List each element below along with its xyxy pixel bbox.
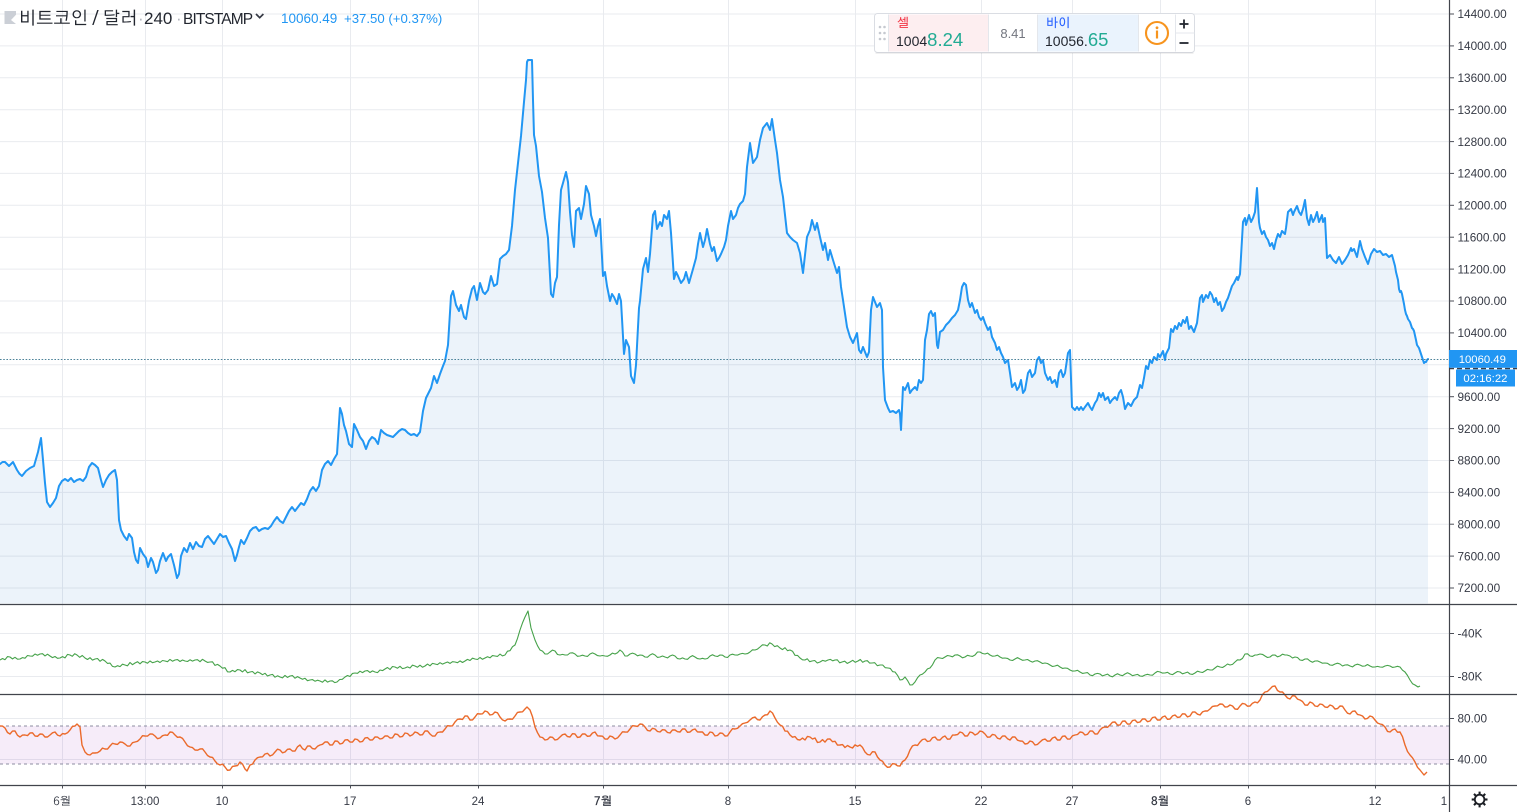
svg-text:22: 22 (975, 796, 988, 808)
svg-text:1: 1 (1441, 796, 1447, 808)
svg-text:02:16:22: 02:16:22 (1463, 373, 1507, 385)
svg-text:12400.00: 12400.00 (1458, 167, 1508, 181)
svg-text:9200.00: 9200.00 (1458, 422, 1501, 436)
svg-text:12: 12 (1369, 796, 1382, 808)
svg-text:7600.00: 7600.00 (1458, 549, 1501, 563)
svg-text:24: 24 (472, 796, 485, 808)
svg-text:9600.00: 9600.00 (1458, 390, 1501, 404)
svg-text:8800.00: 8800.00 (1458, 454, 1501, 468)
svg-text:13600.00: 13600.00 (1458, 71, 1508, 85)
svg-text:8400.00: 8400.00 (1458, 486, 1501, 500)
svg-text:10060.49: 10060.49 (1459, 354, 1506, 366)
svg-text:7200.00: 7200.00 (1458, 581, 1501, 595)
svg-text:-80K: -80K (1458, 670, 1483, 684)
svg-text:10800.00: 10800.00 (1458, 294, 1508, 308)
svg-text:12800.00: 12800.00 (1458, 135, 1508, 149)
svg-text:10400.00: 10400.00 (1458, 326, 1508, 340)
svg-text:12000.00: 12000.00 (1458, 199, 1508, 213)
svg-text:15: 15 (849, 796, 862, 808)
svg-text:8.41: 8.41 (1000, 26, 1025, 41)
svg-text:8000.00: 8000.00 (1458, 517, 1501, 531)
svg-text:8: 8 (725, 796, 731, 808)
svg-text:13:00: 13:00 (131, 796, 160, 808)
svg-text:14000.00: 14000.00 (1458, 39, 1508, 53)
svg-text:10060.49+37.50 (+0.37%): 10060.49 +37.50 (+0.37%) (281, 11, 442, 26)
svg-text:27: 27 (1066, 796, 1079, 808)
svg-text:10: 10 (216, 796, 229, 808)
svg-text:10056.65: 10056.65 (1045, 29, 1108, 50)
svg-text:80.00: 80.00 (1458, 712, 1488, 726)
svg-text:-40K: -40K (1458, 627, 1483, 641)
svg-text:10048.24: 10048.24 (896, 29, 963, 50)
svg-text:17: 17 (344, 796, 357, 808)
svg-text:13200.00: 13200.00 (1458, 103, 1508, 117)
svg-text:40.00: 40.00 (1458, 753, 1488, 767)
svg-text:6: 6 (1245, 796, 1251, 808)
svg-text:·240·BITSTAMP: ·240 ·BITSTAMP (138, 9, 253, 28)
svg-text:11200.00: 11200.00 (1458, 262, 1507, 276)
svg-text:11600.00: 11600.00 (1458, 230, 1507, 244)
svg-text:14400.00: 14400.00 (1458, 7, 1508, 21)
